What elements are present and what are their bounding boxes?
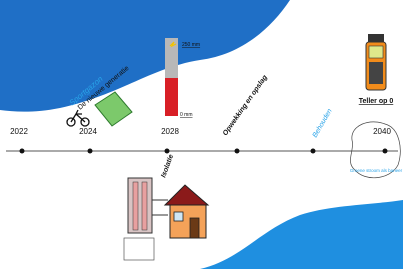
dot <box>311 149 316 154</box>
thermo-fill <box>165 78 178 116</box>
dot <box>235 149 240 154</box>
insulation-icon <box>124 178 154 260</box>
bike-icon <box>67 110 89 126</box>
years: 2022 2024 2028 2040 <box>10 127 391 136</box>
thermo-bottom: 0 mm <box>180 112 193 118</box>
year: 2028 <box>161 127 179 136</box>
year: 2024 <box>79 127 97 136</box>
water-bottom <box>200 200 403 269</box>
label-preserve: Behouden <box>312 108 334 139</box>
dot <box>383 149 388 154</box>
dot <box>165 149 170 154</box>
water-top <box>0 0 290 112</box>
year: 2022 <box>10 127 28 136</box>
label-counter: Teller op 0 <box>359 98 394 105</box>
dot <box>20 149 25 154</box>
thermo-top: 250 mm <box>182 42 200 48</box>
year: 2040 <box>373 127 391 136</box>
dot <box>88 149 93 154</box>
label-insulation: Isolatie <box>160 154 175 179</box>
timeline-diagram: 2022 2024 2028 2040 Sportgazon De nieuwe… <box>0 0 403 269</box>
page: {"timeline": { "years": ["2022", "2024",… <box>0 0 403 269</box>
house-icon <box>152 185 208 238</box>
meter-icon <box>366 34 386 90</box>
field-icon <box>95 92 132 126</box>
label-generation-storage: Opwekking en opslag <box>222 74 269 138</box>
label-green: Groene stroom als baneer <box>350 168 403 173</box>
